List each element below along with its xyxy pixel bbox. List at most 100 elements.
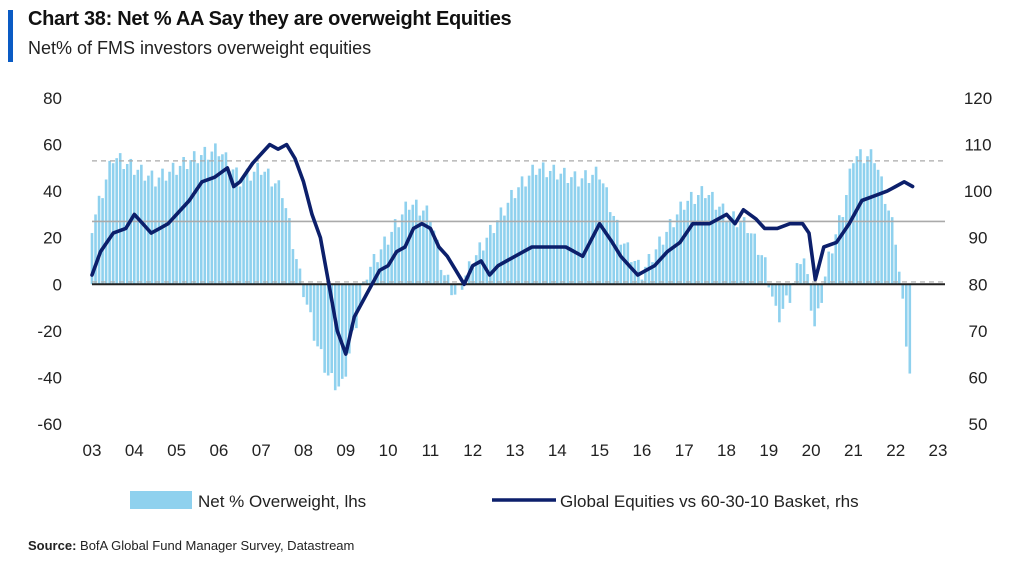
bar [351,284,355,331]
bar [305,284,309,305]
legend-swatch-bars [130,491,192,509]
bar [732,211,735,285]
bar [485,237,489,285]
left-tick-label: 0 [53,275,62,294]
bar [249,180,252,285]
bar [644,266,647,285]
chart-subtitle: Net% of FMS investors overweight equitie… [28,38,372,58]
bar [887,210,890,285]
left-tick-label: 40 [43,182,62,201]
bar [707,195,711,285]
title-accent-bar [8,10,13,62]
bar [827,251,831,285]
bar [436,239,439,285]
bar [866,156,869,285]
bar [238,186,242,285]
bar [185,169,189,285]
x-tick-label: 13 [506,441,525,460]
bar [852,163,855,285]
x-axis-ticks: 03 04 05 06 07 08 09 10 11 12 13 14 15 16 17 18 19 20 21 22… [83,441,948,460]
bar [584,170,587,285]
bar [446,274,450,285]
bar [739,222,742,285]
bar [721,203,725,285]
bar [774,284,778,306]
bar [503,215,506,285]
left-tick-label: 60 [43,136,62,155]
bar [735,227,739,285]
bar [520,176,524,285]
bar [704,198,707,285]
bar [277,180,281,285]
bar [816,284,820,309]
bar [499,207,503,285]
bar [252,171,256,285]
bar [291,249,295,285]
bar [316,284,319,347]
bar [778,284,781,323]
left-tick-label: -40 [37,368,62,387]
bar [531,164,534,285]
legend: Net % Overweight, lhs Global Equities vs … [130,491,859,511]
bar [439,269,443,285]
bar [422,210,425,285]
bar [728,216,732,285]
bar [608,212,612,285]
right-axis-ticks: 120 110 100 90 80 70 60 50 [964,89,992,434]
x-tick-label: 19 [759,441,778,460]
series-line-global-equities [90,142,915,356]
bar [510,189,513,285]
bar [224,152,228,285]
bar [383,236,386,285]
right-tick-label: 120 [964,89,992,108]
bar [693,203,697,285]
bar [538,168,541,285]
bar [312,284,316,341]
bar [763,257,767,285]
bar [330,284,333,374]
bar [601,183,605,285]
bar [697,195,700,285]
bar [524,186,527,285]
right-tick-label: 100 [964,182,992,201]
bar [760,255,764,285]
bar [235,167,238,285]
right-tick-label: 80 [969,275,988,294]
left-tick-label: -60 [37,415,62,434]
bar [806,274,809,285]
bar [901,284,905,299]
x-tick-label: 23 [929,441,948,460]
bar [362,281,365,285]
bar [90,233,94,285]
bar [675,214,679,285]
left-tick-label: 20 [43,229,62,248]
x-tick-label: 03 [83,441,102,460]
bar [407,209,411,285]
bar [686,200,690,285]
bar [242,177,245,285]
bar [545,177,549,285]
bar [548,170,552,285]
source-text: BofA Global Fund Manager Survey, Datastr… [80,538,355,553]
bar [672,227,675,285]
bar [781,284,785,309]
bar [711,191,714,285]
bar [302,284,305,298]
x-tick-label: 07 [252,441,271,460]
bar [767,284,771,288]
bar [527,175,531,285]
x-tick-label: 11 [422,441,440,460]
bar [841,217,845,285]
bar [619,244,623,285]
x-tick-label: 09 [336,441,355,460]
bar [323,284,326,373]
bar [266,168,270,285]
bar [637,259,640,285]
bar [541,162,545,285]
legend-label-line: Global Equities vs 60-30-10 Basket, rhs [560,492,859,511]
bar [108,160,111,285]
bar [348,284,351,354]
right-tick-label: 90 [969,229,988,248]
bar [587,182,591,285]
